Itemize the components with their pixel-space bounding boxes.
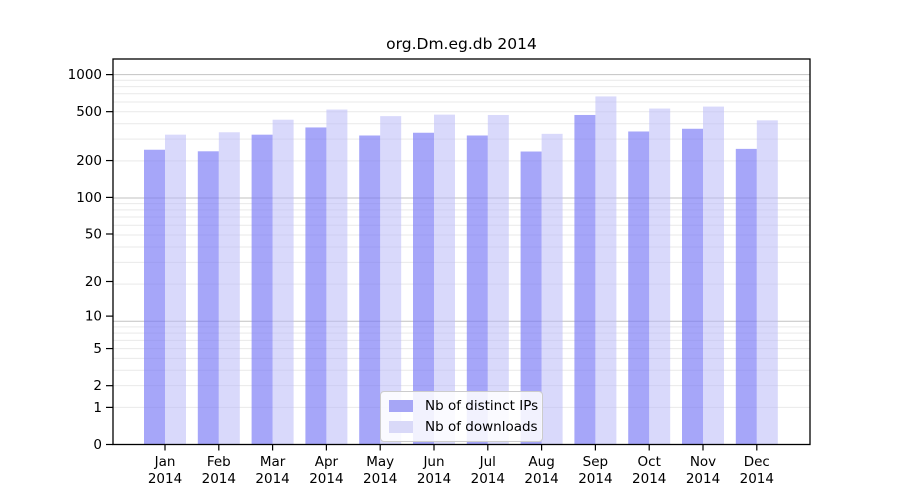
- chart-title: org.Dm.eg.db 2014: [386, 35, 537, 53]
- bar-downloads-sep: [595, 96, 617, 445]
- bar-downloads-nov: [703, 106, 724, 445]
- y-axis-tick-label: 50: [85, 226, 102, 242]
- x-axis-year-label: 2014: [255, 471, 289, 487]
- x-axis-month-label: Feb: [207, 454, 231, 470]
- y-axis-tick-label: 200: [76, 153, 102, 169]
- bar-downloads-jul: [487, 114, 509, 445]
- bar-downloads-apr: [326, 109, 348, 445]
- bar-downloads-jun: [434, 114, 455, 445]
- x-axis-month-label: Apr: [315, 454, 339, 470]
- y-axis-tick-label: 100: [76, 190, 102, 206]
- x-axis-year-label: 2014: [524, 471, 558, 487]
- bar-distinct-ips-apr: [305, 127, 327, 445]
- bar-distinct-ips-nov: [682, 128, 703, 445]
- bar-downloads-dec: [756, 120, 778, 445]
- x-axis-month-label: Jan: [154, 454, 176, 470]
- legend-label-downloads: Nb of downloads: [425, 419, 538, 435]
- legend-item-distinct-ips: Nb of distinct IPs: [389, 398, 538, 414]
- x-axis-month-label: Mar: [260, 454, 286, 470]
- x-axis-year-label: 2014: [363, 471, 397, 487]
- x-axis-month-label: Dec: [744, 454, 770, 470]
- x-axis-month-label: Nov: [690, 454, 716, 470]
- legend: Nb of distinct IPs Nb of downloads: [380, 391, 543, 442]
- bar-downloads-oct: [649, 108, 671, 445]
- x-axis-year-label: 2014: [686, 471, 720, 487]
- x-axis-year-label: 2014: [309, 471, 343, 487]
- bar-downloads-aug: [541, 133, 563, 445]
- x-axis-year-label: 2014: [740, 471, 774, 487]
- plot-border: [112, 58, 811, 446]
- x-axis-month-label: Sep: [583, 454, 608, 470]
- bar-distinct-ips-jun: [413, 132, 434, 445]
- y-axis-tick-label: 1: [93, 400, 102, 416]
- legend-label-distinct-ips: Nb of distinct IPs: [425, 398, 539, 414]
- bar-distinct-ips-aug: [520, 151, 542, 445]
- x-axis-month-label: Jul: [479, 454, 496, 470]
- bar-distinct-ips-oct: [628, 131, 650, 445]
- bar-distinct-ips-dec: [735, 148, 757, 445]
- y-axis-tick-label: 0: [93, 437, 102, 453]
- y-axis-tick-label: 5: [93, 341, 102, 357]
- bar-distinct-ips-jan: [144, 149, 165, 445]
- bar-distinct-ips-may: [359, 135, 381, 445]
- legend-swatch-distinct-ips: [389, 400, 413, 412]
- bar-distinct-ips-sep: [574, 114, 596, 445]
- y-axis-tick-label: 500: [76, 104, 102, 120]
- legend-swatch-downloads: [389, 421, 413, 433]
- bar-downloads-jan: [165, 134, 186, 445]
- x-axis-month-label: Aug: [528, 454, 554, 470]
- x-axis-month-label: Oct: [638, 454, 661, 470]
- x-axis-year-label: 2014: [202, 471, 236, 487]
- x-axis-year-label: 2014: [578, 471, 612, 487]
- bar-distinct-ips-mar: [251, 134, 273, 445]
- y-axis-tick-label: 1000: [68, 67, 102, 83]
- bar-downloads-mar: [272, 119, 294, 445]
- x-axis-month-label: Jun: [422, 454, 444, 470]
- y-axis-tick-label: 2: [93, 378, 102, 394]
- bar-downloads-feb: [218, 132, 240, 445]
- y-axis-tick-label: 10: [85, 309, 102, 325]
- x-axis-month-label: May: [366, 454, 394, 470]
- x-axis-year-label: 2014: [471, 471, 505, 487]
- legend-item-downloads: Nb of downloads: [389, 419, 538, 435]
- bar-distinct-ips-feb: [197, 151, 219, 445]
- x-axis-year-label: 2014: [148, 471, 182, 487]
- y-axis-tick-label: 20: [85, 274, 102, 290]
- x-axis-year-label: 2014: [417, 471, 451, 487]
- bar-distinct-ips-jul: [466, 135, 488, 445]
- x-axis-year-label: 2014: [632, 471, 666, 487]
- bar-downloads-may: [380, 116, 402, 445]
